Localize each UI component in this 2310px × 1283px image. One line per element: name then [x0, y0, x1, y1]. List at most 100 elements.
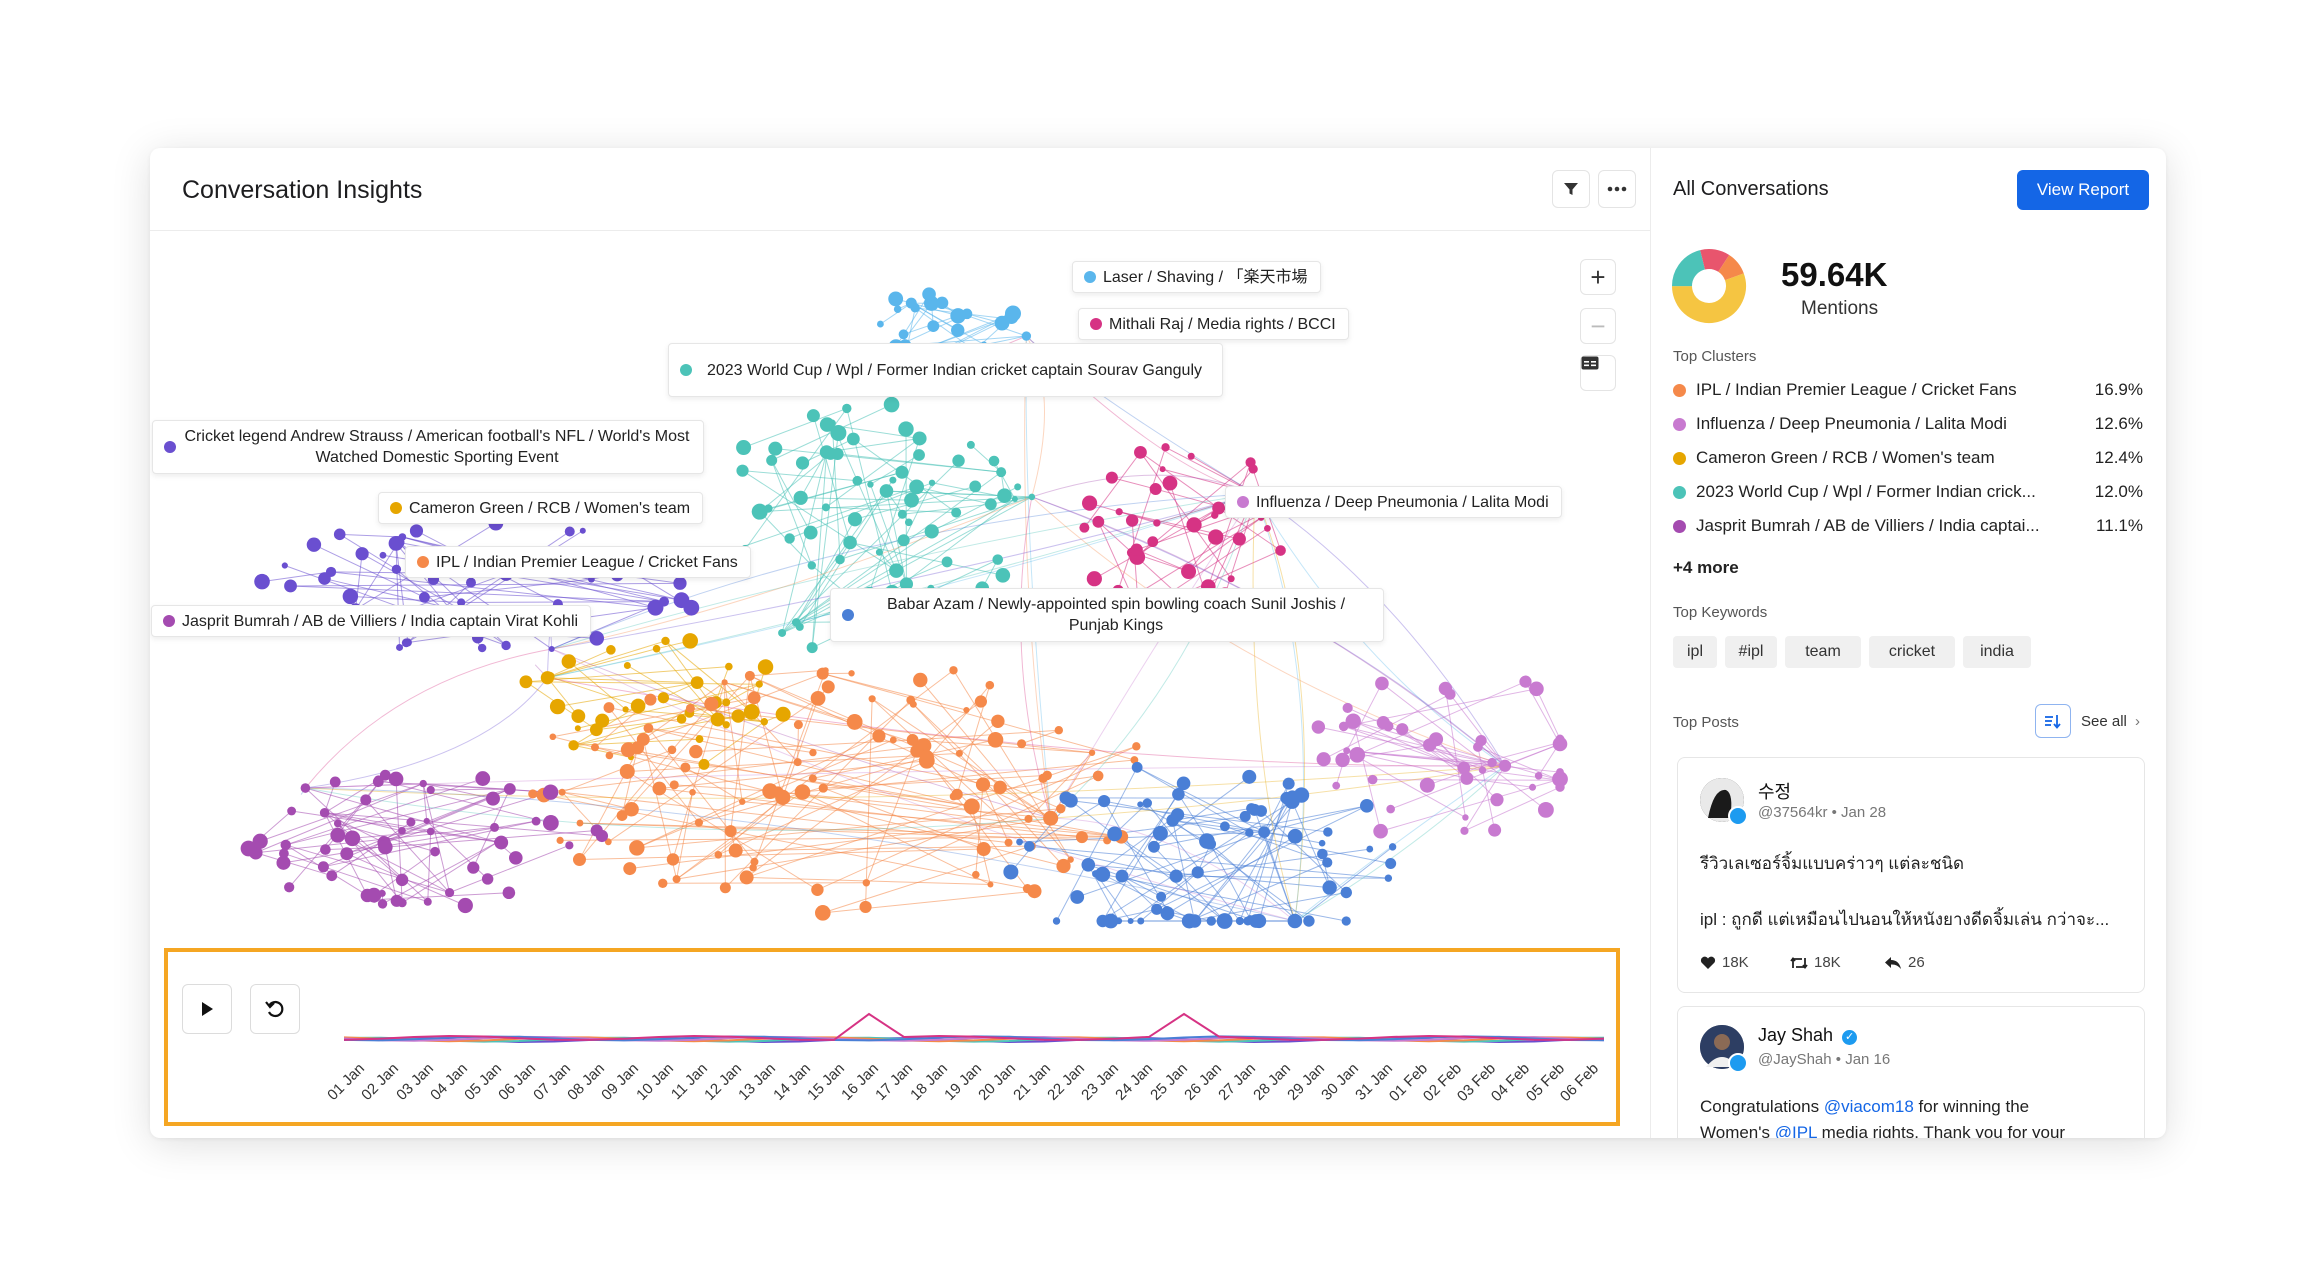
- graph-node[interactable]: [576, 819, 584, 827]
- graph-node[interactable]: [672, 875, 681, 884]
- graph-node[interactable]: [821, 503, 830, 512]
- graph-node[interactable]: [1375, 676, 1389, 691]
- graph-node[interactable]: [806, 409, 820, 423]
- graph-node[interactable]: [1056, 858, 1071, 874]
- graph-node[interactable]: [564, 526, 575, 537]
- graph-node[interactable]: [252, 833, 268, 849]
- graph-node[interactable]: [1130, 756, 1139, 764]
- graph-node[interactable]: [1204, 838, 1217, 850]
- graph-node[interactable]: [549, 733, 557, 741]
- graph-node[interactable]: [985, 680, 995, 690]
- graph-node[interactable]: [1105, 471, 1118, 484]
- graph-node[interactable]: [329, 776, 341, 788]
- graph-node[interactable]: [396, 643, 404, 651]
- keyword-chip[interactable]: #ipl: [1725, 636, 1777, 668]
- graph-node[interactable]: [360, 794, 372, 806]
- graph-node[interactable]: [620, 742, 636, 758]
- graph-node[interactable]: [276, 855, 291, 870]
- graph-node[interactable]: [1555, 734, 1565, 744]
- graph-node[interactable]: [843, 535, 857, 550]
- graph-node[interactable]: [976, 841, 991, 856]
- graph-node[interactable]: [589, 630, 605, 646]
- graph-node[interactable]: [963, 798, 980, 815]
- graph-node[interactable]: [722, 698, 731, 707]
- graph-node[interactable]: [556, 836, 564, 845]
- graph-node[interactable]: [342, 588, 359, 605]
- graph-node[interactable]: [1227, 575, 1235, 583]
- post-author-name[interactable]: 수정: [1758, 782, 1792, 802]
- mention-link[interactable]: @viacom18: [1823, 1097, 1914, 1116]
- graph-node[interactable]: [333, 528, 346, 541]
- cluster-label-strauss[interactable]: Cricket legend Andrew Strauss / American…: [152, 420, 704, 474]
- graph-node[interactable]: [1052, 917, 1061, 925]
- graph-node[interactable]: [1059, 791, 1073, 805]
- graph-node[interactable]: [698, 758, 710, 770]
- graph-node[interactable]: [465, 577, 476, 588]
- graph-node[interactable]: [549, 698, 566, 715]
- graph-node[interactable]: [906, 734, 919, 746]
- graph-node[interactable]: [1429, 732, 1444, 747]
- graph-node[interactable]: [919, 750, 934, 765]
- graph-node[interactable]: [1125, 514, 1139, 527]
- graph-node[interactable]: [652, 781, 667, 796]
- graph-node[interactable]: [846, 432, 860, 446]
- graph-node[interactable]: [744, 670, 755, 681]
- post-author-name[interactable]: Jay Shah ✓: [1758, 1025, 1858, 1046]
- graph-node[interactable]: [963, 706, 970, 714]
- keyword-chip[interactable]: ipl: [1673, 636, 1717, 668]
- graph-node[interactable]: [1043, 810, 1059, 826]
- graph-node[interactable]: [877, 320, 884, 328]
- graph-node[interactable]: [872, 729, 886, 743]
- graph-node[interactable]: [1248, 464, 1258, 474]
- graph-node[interactable]: [1293, 787, 1310, 803]
- graph-node[interactable]: [941, 556, 953, 568]
- graph-node[interactable]: [831, 447, 844, 461]
- graph-node[interactable]: [897, 534, 910, 547]
- keyword-chip[interactable]: cricket: [1869, 636, 1955, 668]
- graph-node[interactable]: [1488, 823, 1502, 837]
- graph-node[interactable]: [1014, 483, 1022, 491]
- graph-node[interactable]: [1519, 675, 1532, 688]
- graph-node[interactable]: [719, 882, 731, 894]
- graph-node[interactable]: [1555, 782, 1565, 792]
- graph-node[interactable]: [606, 645, 616, 655]
- graph-node[interactable]: [1004, 838, 1013, 847]
- graph-node[interactable]: [913, 672, 928, 688]
- graph-node[interactable]: [1181, 913, 1197, 929]
- graph-node[interactable]: [457, 598, 466, 607]
- graph-node[interactable]: [906, 695, 916, 705]
- graph-node[interactable]: [390, 894, 403, 907]
- graph-node[interactable]: [991, 714, 1005, 728]
- graph-node[interactable]: [1115, 508, 1123, 516]
- cluster-label-world-cup[interactable]: 2023 World Cup / Wpl / Former Indian cri…: [668, 343, 1223, 397]
- graph-node[interactable]: [784, 533, 795, 544]
- graph-node[interactable]: [912, 431, 927, 446]
- graph-node[interactable]: [1258, 826, 1271, 839]
- filter-button[interactable]: [1552, 170, 1590, 208]
- graph-node[interactable]: [888, 291, 904, 307]
- view-report-button[interactable]: View Report: [2017, 170, 2149, 210]
- graph-node[interactable]: [595, 829, 609, 843]
- graph-node[interactable]: [629, 840, 645, 856]
- graph-node[interactable]: [1322, 880, 1337, 895]
- cluster-label-cameron[interactable]: Cameron Green / RCB / Women's team: [378, 492, 704, 524]
- graph-node[interactable]: [1107, 826, 1123, 842]
- likes-stat[interactable]: 18K: [1700, 954, 1749, 971]
- see-all-link[interactable]: See all ›: [2081, 713, 2140, 730]
- graph-node[interactable]: [1016, 838, 1023, 846]
- graph-node[interactable]: [830, 424, 847, 441]
- graph-node[interactable]: [690, 676, 704, 689]
- graph-node[interactable]: [810, 690, 826, 706]
- graph-node[interactable]: [683, 599, 700, 616]
- graph-node[interactable]: [1159, 466, 1166, 473]
- graph-node[interactable]: [1132, 742, 1141, 751]
- graph-node[interactable]: [319, 807, 330, 818]
- graph-node[interactable]: [1081, 857, 1096, 872]
- graph-node[interactable]: [811, 883, 824, 896]
- graph-node[interactable]: [889, 736, 897, 744]
- graph-node[interactable]: [1137, 917, 1145, 925]
- graph-node[interactable]: [372, 776, 384, 788]
- graph-node[interactable]: [859, 900, 872, 914]
- graph-node[interactable]: [1156, 891, 1167, 902]
- graph-node[interactable]: [623, 862, 637, 876]
